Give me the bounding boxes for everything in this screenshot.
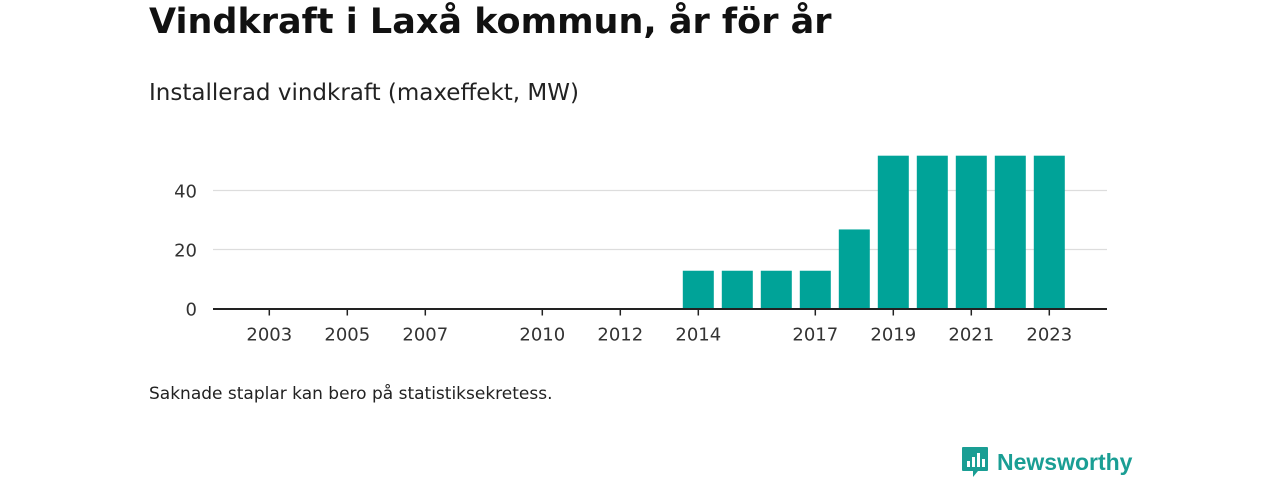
bar-2017[interactable] bbox=[799, 270, 831, 309]
x-tick-label: 2007 bbox=[402, 325, 448, 346]
x-tick-label: 2019 bbox=[870, 325, 916, 346]
bar-2016[interactable] bbox=[760, 270, 792, 309]
chart-title: Vindkraft i Laxå kommun, år för år bbox=[149, 2, 832, 42]
x-tick-label: 2005 bbox=[324, 325, 370, 346]
y-tick-label: 40 bbox=[174, 182, 197, 203]
chart-subtitle: Installerad vindkraft (maxeffekt, MW) bbox=[149, 80, 579, 106]
y-tick-label: 0 bbox=[186, 300, 197, 321]
x-tick-label: 2014 bbox=[675, 325, 721, 346]
bar-2021[interactable] bbox=[955, 155, 987, 309]
newsworthy-logo[interactable]: Newsworthy bbox=[961, 446, 1132, 478]
footnote: Saknade staplar kan bero på statistiksek… bbox=[149, 384, 553, 404]
newsworthy-logo-text: Newsworthy bbox=[997, 448, 1133, 475]
x-tick-label: 2021 bbox=[948, 325, 994, 346]
x-axis bbox=[213, 308, 1107, 316]
bar-2023[interactable] bbox=[1033, 155, 1065, 309]
bar-2015[interactable] bbox=[721, 270, 753, 309]
newsworthy-logo-icon bbox=[962, 447, 988, 477]
bar-2014[interactable] bbox=[682, 270, 714, 309]
x-tick-label: 2003 bbox=[246, 325, 292, 346]
bars bbox=[682, 155, 1065, 309]
bar-2019[interactable] bbox=[877, 155, 909, 309]
y-tick-labels: 0 20 40 bbox=[174, 182, 197, 321]
bar-2020[interactable] bbox=[916, 155, 948, 309]
bar-2018[interactable] bbox=[838, 229, 870, 309]
x-tick-label: 2010 bbox=[519, 325, 565, 346]
bar-2022[interactable] bbox=[994, 155, 1026, 309]
x-tick-label: 2017 bbox=[792, 325, 838, 346]
x-tick-labels: 2003 2005 2007 2010 2012 2014 2017 2019 2021 2023 bbox=[246, 325, 1072, 346]
y-tick-label: 20 bbox=[174, 241, 197, 262]
x-tick-label: 2023 bbox=[1026, 325, 1072, 346]
x-tick-label: 2012 bbox=[597, 325, 643, 346]
